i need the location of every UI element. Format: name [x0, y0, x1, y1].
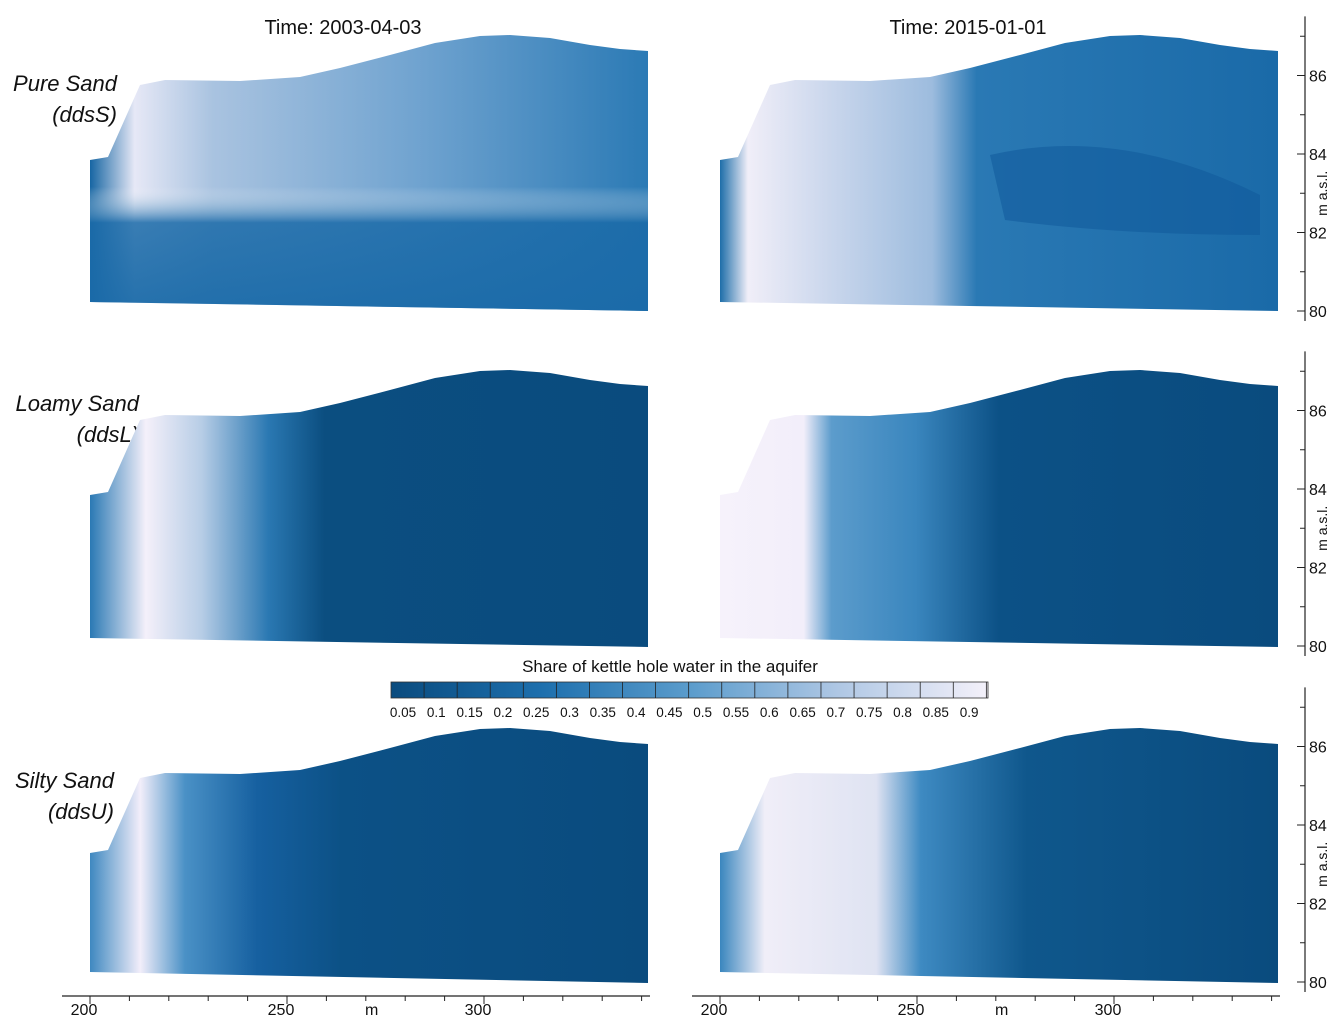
- colorbar-ticks: 0.05 0.1 0.15 0.2 0.25 0.3 0.35 0.4 0.45 0.5 0.55 0…: [390, 682, 987, 720]
- colorbar-gradient: [390, 681, 989, 699]
- y-axes: 80 82 84 86 m a.s.l. 80 82 84 86 m a.s.l. 80 82 84 86…: [1297, 16, 1330, 992]
- y-axis: 80 82 84 86 m a.s.l.: [1297, 351, 1330, 656]
- colorbar-tick-label: 0.65: [789, 705, 815, 720]
- x-axis-label: m: [995, 1002, 1008, 1017]
- row-label-loamy-sand: Loamy Sand (ddsL): [15, 391, 139, 447]
- cross-section-core: [990, 146, 1260, 235]
- panel-loamy-sand-2015: [720, 370, 1278, 647]
- colorbar-tick-label: 0.7: [827, 705, 846, 720]
- colorbar-tick-label: 0.4: [627, 705, 646, 720]
- y-tick-label: 84: [1309, 147, 1327, 164]
- x-axis-label: m: [365, 1002, 378, 1017]
- cross-section-fill: [720, 728, 1278, 983]
- colorbar-tick-label: 0.85: [923, 705, 949, 720]
- colorbar-tick-label: 0.5: [693, 705, 712, 720]
- y-tick-label: 86: [1309, 740, 1327, 757]
- y-tick-label: 82: [1309, 897, 1327, 914]
- colorbar-tick-label: 0.9: [960, 705, 979, 720]
- panel-silty-sand-2003: [90, 728, 648, 983]
- colorbar-tick-label: 0.3: [560, 705, 579, 720]
- y-axis: 80 82 84 86 m a.s.l.: [1297, 16, 1330, 321]
- y-tick-label: 84: [1309, 818, 1327, 835]
- cross-section-deep-layer: [90, 35, 648, 311]
- x-tick-label: 250: [898, 1002, 925, 1017]
- colorbar-tick-label: 0.15: [456, 705, 482, 720]
- x-tick-label: 300: [465, 1002, 492, 1017]
- y-tick-label: 80: [1309, 975, 1327, 992]
- colorbar-tick-label: 0.1: [427, 705, 446, 720]
- colorbar-title: Share of kettle hole water in the aquife…: [522, 657, 818, 676]
- cross-section-fill: [720, 370, 1278, 647]
- y-tick-label: 84: [1309, 482, 1327, 499]
- cross-section-panels: [90, 35, 1278, 983]
- y-tick-label: 82: [1309, 561, 1327, 578]
- row-label-line2: (ddsU): [48, 799, 114, 824]
- colorbar-tick-label: 0.45: [656, 705, 682, 720]
- x-tick-label: 200: [701, 1002, 728, 1017]
- cross-section-fill: [90, 370, 648, 647]
- colorbar-tick-label: 0.6: [760, 705, 779, 720]
- x-tick-label: 300: [1095, 1002, 1122, 1017]
- colorbar-tick-label: 0.75: [856, 705, 882, 720]
- panel-loamy-sand-2003: [90, 370, 648, 647]
- colorbar-tick-label: 0.2: [494, 705, 513, 720]
- y-tick-label: 86: [1309, 404, 1327, 421]
- x-axes: 200 250 300 m 200 250 300 m: [62, 995, 1280, 1017]
- colorbar-tick-label: 0.05: [390, 705, 416, 720]
- row-label-line1: Loamy Sand: [15, 391, 139, 416]
- colorbar-tick-label: 0.8: [893, 705, 912, 720]
- y-tick-label: 82: [1309, 226, 1327, 243]
- x-tick-label: 250: [268, 1002, 295, 1017]
- x-axis: 200 250 300 m: [62, 995, 650, 1017]
- row-label-line2: (ddsS): [52, 102, 117, 127]
- panel-silty-sand-2015: [720, 728, 1278, 983]
- row-label-pure-sand: Pure Sand (ddsS): [13, 71, 118, 127]
- column-title-2015: Time: 2015-01-01: [889, 17, 1046, 39]
- colorbar-tick-label: 0.55: [723, 705, 749, 720]
- y-tick-label: 86: [1309, 69, 1327, 86]
- colorbar-tick-label: 0.25: [523, 705, 549, 720]
- row-label-line1: Silty Sand: [15, 768, 115, 793]
- x-axis: 200 250 300 m: [692, 995, 1280, 1017]
- panel-pure-sand-2003: [90, 35, 648, 311]
- y-axis-label: m a.s.l.: [1314, 506, 1330, 551]
- y-tick-label: 80: [1309, 639, 1327, 656]
- row-label-silty-sand: Silty Sand (ddsU): [15, 768, 115, 824]
- row-label-line1: Pure Sand: [13, 71, 118, 96]
- y-axis: 80 82 84 86 m a.s.l.: [1297, 687, 1330, 992]
- panel-pure-sand-2015: [720, 35, 1278, 311]
- x-tick-label: 200: [71, 1002, 98, 1017]
- cross-section-fill: [90, 728, 648, 983]
- y-axis-label: m a.s.l.: [1314, 171, 1330, 216]
- column-title-2003: Time: 2003-04-03: [264, 17, 421, 39]
- y-axis-label: m a.s.l.: [1314, 842, 1330, 887]
- y-tick-label: 80: [1309, 304, 1327, 321]
- colorbar-tick-label: 0.35: [590, 705, 616, 720]
- row-label-line2: (ddsL): [77, 422, 139, 447]
- colorbar: Share of kettle hole water in the aquife…: [390, 657, 989, 720]
